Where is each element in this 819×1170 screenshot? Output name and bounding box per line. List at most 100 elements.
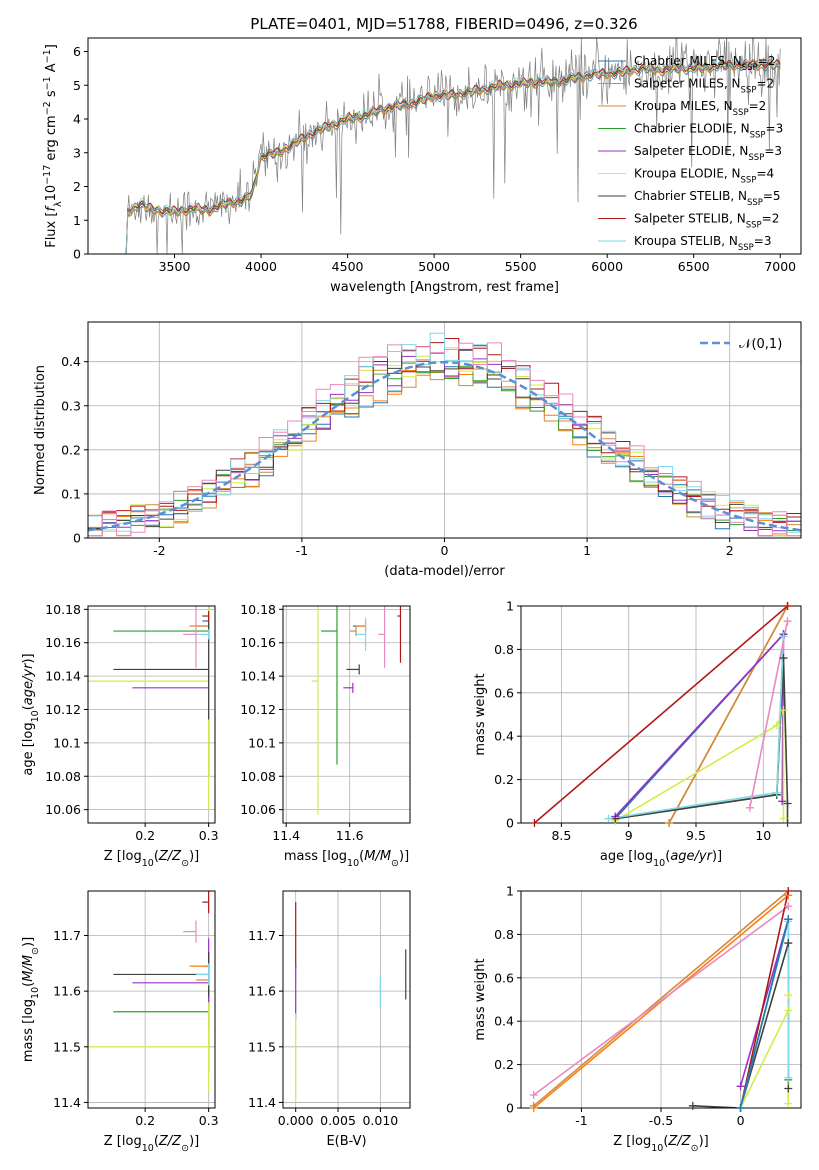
- panel-residuals: -2 -1 0 1 2 0 0.1 0.2 0.3 0.4 𝒩(0,1) (data-model)/e…: [33, 321, 802, 579]
- label-part: λ: [53, 201, 64, 207]
- label-part: log: [21, 999, 36, 1019]
- label-part: 10: [30, 987, 41, 999]
- histogram-kroupa-stelib: [88, 332, 801, 537]
- axes-frame: [87, 605, 216, 824]
- x-tick-label: 4000: [245, 259, 277, 274]
- x-tick-label: -0.5: [649, 1113, 673, 1128]
- y-axis-label: mass [log10(M/M⊙)]: [21, 937, 41, 1062]
- series-marker: [784, 1099, 793, 1108]
- y-tick-label: 11.4: [248, 1095, 276, 1110]
- x-axis-label: age [log10(age/yr)]: [600, 849, 722, 869]
- series-marker: [745, 803, 754, 812]
- label-part: log: [633, 849, 653, 864]
- label-part: )]: [189, 849, 199, 864]
- series-marker: [779, 814, 788, 823]
- x-tick-label: -1: [296, 543, 308, 558]
- label-part: −1: [42, 76, 53, 90]
- label-part: log: [631, 1134, 651, 1149]
- label-part: mass [: [284, 849, 327, 864]
- x-tick-label: 9: [625, 828, 633, 843]
- label-part: Z [: [104, 1134, 122, 1149]
- legend-label: 𝒩(0,1): [739, 337, 782, 352]
- y-tick-label: 0: [506, 1101, 514, 1116]
- label-part: (: [663, 1134, 668, 1149]
- label-part: ⊙: [181, 1143, 189, 1154]
- y-axis-label: Flux [fλ10−17 erg cm−2 s−1 A−1]: [42, 44, 64, 248]
- series-marker: [779, 706, 788, 715]
- axes-overlay: -1 -0.5 0 0 0.2 0.4 0.6 0.8 1 Z [log10(Z/Z⊙)] mass…: [473, 884, 802, 1154]
- y-tick-label: 10.18: [45, 602, 81, 617]
- label-part: Normed distribution: [33, 365, 48, 495]
- y-tick-label: 0.6: [494, 685, 514, 700]
- x-axis-label: Z [log10(Z/Z⊙)]: [104, 1134, 199, 1154]
- panel-massweight-vs-Z: -1 -0.5 0 0 0.2 0.4 0.6 0.8 1 Z [log10(Z/Z⊙)] mass…: [473, 884, 802, 1154]
- y-tick-label: 5: [73, 78, 81, 93]
- legend-sub: SSP: [747, 198, 763, 208]
- label-part: (: [665, 849, 670, 864]
- series-marker: [665, 819, 674, 827]
- y-axis-label: mass weight: [473, 673, 488, 755]
- grid: [283, 891, 410, 1108]
- x-tick-label: 8.5: [551, 828, 571, 843]
- x-tick-label: 0: [441, 543, 449, 558]
- legend-sub: SSP: [742, 63, 758, 73]
- series-marker: [779, 654, 788, 663]
- legend-sub: SSP: [750, 131, 766, 141]
- legend-label: Chabrier MILES, NSSP=2: [634, 54, 775, 73]
- series-line-kroupa-miles: [533, 891, 789, 1107]
- y-tick-label: 0.4: [494, 729, 514, 744]
- label-part: (: [359, 849, 364, 864]
- label-part: age/yr: [670, 849, 713, 864]
- legend-sub: SSP: [733, 108, 749, 118]
- label-part: ⊙: [181, 858, 189, 869]
- panel-mass-vs-EBV: 0.000 0.005 0.010 11.4 11.5 11.6 11.7 E(B-V): [248, 890, 411, 1149]
- label-part: log: [21, 722, 36, 742]
- legend-val: =2: [749, 99, 767, 113]
- label-part: 10: [142, 1143, 154, 1154]
- y-tick-label: 1: [506, 599, 514, 614]
- y-tick-label: 0.4: [494, 1014, 514, 1029]
- label-part: M/M: [21, 955, 36, 982]
- grid: [521, 890, 801, 1109]
- x-tick-label: 10: [755, 828, 771, 843]
- y-tick-label: 2: [73, 179, 81, 194]
- legend-sub: SSP: [738, 243, 754, 253]
- series-marker: [611, 814, 620, 823]
- series-line-salpeter-stelib: [533, 606, 789, 823]
- label-part: mass weight: [473, 958, 488, 1040]
- label-part: Flux [: [44, 212, 59, 248]
- series-line-salpeter-elodie: [614, 632, 785, 818]
- series-line-kroupa-miles: [668, 606, 789, 823]
- legend-val: =3: [766, 122, 784, 136]
- label-part: age [: [21, 742, 36, 775]
- legend-text: Chabrier STELIB, N: [634, 189, 747, 203]
- y-axis-label: Normed distribution: [33, 365, 48, 495]
- label-part: −1: [42, 49, 53, 63]
- legend-sub: SSP: [746, 221, 762, 231]
- series-marker: [783, 799, 792, 808]
- y-axis-label: mass weight: [473, 958, 488, 1040]
- y-tick-label: 10.1: [53, 735, 81, 750]
- y-tick-label: 0: [73, 531, 81, 546]
- y-tick-label: 10.16: [45, 635, 81, 650]
- label-part: ⊙: [691, 1143, 699, 1154]
- y-tick-label: 0: [506, 816, 514, 831]
- y-tick-label: 3: [73, 145, 81, 160]
- legend-label: Kroupa ELODIE, NSSP=4: [634, 167, 774, 186]
- y-tick-label: 1: [506, 884, 514, 899]
- x-tick-label: 6000: [591, 259, 623, 274]
- series-line-salpeter-stelib: [739, 891, 790, 1108]
- label-part: (: [154, 1134, 159, 1149]
- x-tick-label: 4500: [332, 259, 364, 274]
- legend-val: =2: [762, 212, 780, 226]
- series-marker: [772, 788, 781, 797]
- axes-frame: [520, 605, 802, 824]
- y-tick-label: 11.7: [53, 928, 81, 943]
- legend: 𝒩(0,1): [700, 337, 782, 352]
- x-axis-label: E(B-V): [326, 1134, 366, 1149]
- x-tick-label: -2: [153, 543, 165, 558]
- legend-label: Salpeter STELIB, NSSP=2: [634, 212, 779, 231]
- y-tick-label: 11.4: [53, 1095, 81, 1110]
